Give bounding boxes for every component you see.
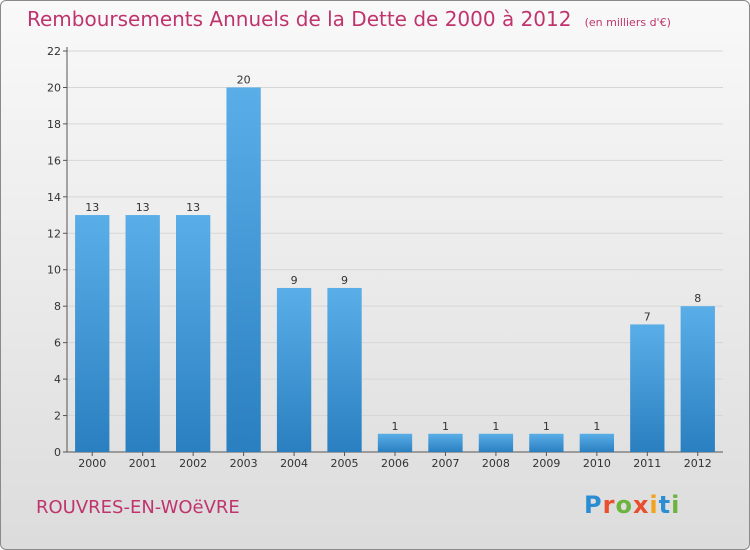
data-label: 1 xyxy=(392,420,399,433)
commune-name: ROUVRES-EN-WOëVRE xyxy=(36,497,240,518)
logo-letter: x xyxy=(632,491,650,519)
y-tick-label: 20 xyxy=(47,81,61,94)
y-tick-label: 16 xyxy=(47,154,61,167)
chart-title: Remboursements Annuels de la Dette de 20… xyxy=(27,7,671,31)
data-label: 7 xyxy=(644,310,651,323)
x-tick-label: 2009 xyxy=(532,457,560,470)
bar xyxy=(478,433,514,452)
y-tick-label: 0 xyxy=(54,446,61,459)
proxiti-logo: Proxiti xyxy=(584,491,680,519)
logo-letter: i xyxy=(671,491,681,519)
bars xyxy=(75,87,715,453)
axes xyxy=(63,47,723,456)
data-label: 13 xyxy=(136,201,150,214)
y-tick-label: 6 xyxy=(54,337,61,350)
data-label: 8 xyxy=(694,292,701,305)
x-tick-label: 2011 xyxy=(633,457,661,470)
y-tick-label: 10 xyxy=(47,264,61,277)
data-label: 9 xyxy=(291,274,298,287)
data-label: 20 xyxy=(237,73,251,86)
logo-letter: t xyxy=(658,491,672,519)
labels: 0246810121416182022132000132001132002202… xyxy=(47,45,712,470)
y-tick-label: 12 xyxy=(47,227,61,240)
y-tick-label: 2 xyxy=(54,410,61,423)
y-tick-label: 14 xyxy=(47,191,61,204)
logo-letter: o xyxy=(615,491,633,519)
data-label: 1 xyxy=(442,420,449,433)
bar xyxy=(428,433,463,452)
x-tick-label: 2007 xyxy=(431,457,459,470)
bar xyxy=(327,287,362,452)
bar xyxy=(529,433,564,452)
bar xyxy=(579,433,615,452)
x-tick-label: 2001 xyxy=(129,457,157,470)
logo-letter: P xyxy=(584,491,603,519)
x-tick-label: 2008 xyxy=(482,457,510,470)
data-label: 1 xyxy=(543,420,550,433)
logo-letter: r xyxy=(602,491,616,519)
x-tick-label: 2000 xyxy=(78,457,106,470)
data-label: 13 xyxy=(85,201,99,214)
chart-title-text: Remboursements Annuels de la Dette de 20… xyxy=(27,7,572,31)
data-label: 9 xyxy=(341,274,348,287)
bar xyxy=(680,306,715,452)
data-label: 1 xyxy=(492,420,499,433)
chart-unit: (en milliers d'€) xyxy=(584,16,671,29)
x-tick-label: 2005 xyxy=(331,457,359,470)
data-label: 13 xyxy=(186,201,200,214)
bar xyxy=(226,87,261,453)
bar xyxy=(75,215,110,452)
x-tick-label: 2004 xyxy=(280,457,308,470)
bar-chart: 0246810121416182022132000132001132002202… xyxy=(47,45,723,470)
x-tick-label: 2012 xyxy=(684,457,712,470)
bar xyxy=(125,215,160,452)
x-tick-label: 2006 xyxy=(381,457,409,470)
data-label: 1 xyxy=(593,420,600,433)
x-tick-label: 2010 xyxy=(583,457,611,470)
bar xyxy=(630,324,665,452)
grid-lines xyxy=(67,50,723,417)
bar xyxy=(377,433,413,452)
y-tick-label: 8 xyxy=(54,300,61,313)
y-tick-label: 4 xyxy=(54,373,61,386)
logo-letter: i xyxy=(649,491,659,519)
x-tick-label: 2003 xyxy=(230,457,258,470)
y-tick-label: 18 xyxy=(47,118,61,131)
x-tick-label: 2002 xyxy=(179,457,207,470)
bar xyxy=(175,215,211,452)
y-tick-label: 22 xyxy=(47,45,61,58)
bar xyxy=(276,287,312,452)
